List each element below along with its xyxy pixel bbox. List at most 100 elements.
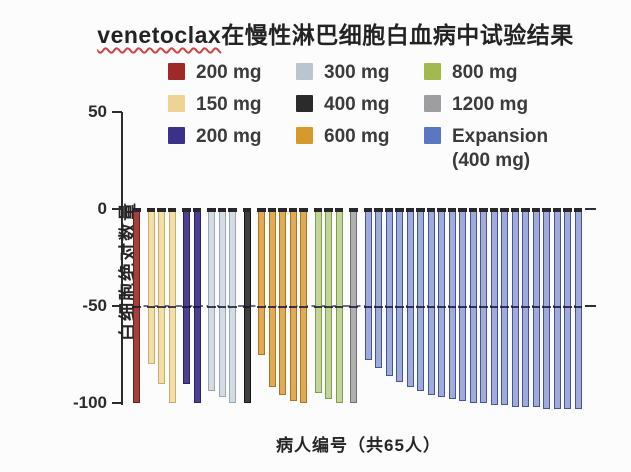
- patient-bar: [363, 208, 373, 361]
- bar-minus50-tick: [349, 305, 358, 309]
- patient-bar: [157, 208, 166, 384]
- patient-bar: [146, 208, 156, 365]
- legend-label: Expansion (400 mg): [452, 126, 549, 171]
- legend-swatch-icon: [168, 63, 185, 80]
- patient-bar: [416, 208, 425, 392]
- y-axis-tick: [112, 401, 122, 405]
- patient-bar: [349, 208, 358, 403]
- bar-minus50-tick: [437, 305, 446, 309]
- bar-minus50-tick: [542, 305, 551, 309]
- bar-minus50-tick: [267, 305, 277, 309]
- patient-bar: [299, 208, 308, 403]
- patient-bar: [374, 208, 383, 369]
- patient-bar: [426, 208, 436, 396]
- bar-zero-cap: [299, 208, 308, 212]
- bar-zero-cap: [228, 208, 237, 212]
- bar-minus50-tick: [458, 305, 467, 309]
- patient-bar: [510, 208, 520, 407]
- bar-minus50-tick: [552, 305, 562, 309]
- bar-minus50-tick: [278, 305, 287, 309]
- x-axis-title: 病人编号（共65人）: [276, 436, 441, 455]
- bar-zero-cap: [500, 208, 509, 212]
- drug-name: venetoclax: [97, 22, 222, 48]
- patient-bar: [405, 208, 415, 388]
- bar-zero-cap: [510, 208, 520, 212]
- bar-minus50-tick: [334, 305, 344, 309]
- y-axis-tick-label: -100: [72, 393, 107, 412]
- patient-bar: [437, 208, 446, 398]
- legend-label: 1200 mg: [452, 94, 529, 115]
- bar-zero-cap: [447, 208, 457, 212]
- bar-zero-cap: [458, 208, 467, 212]
- patient-bar: [521, 208, 530, 407]
- legend-item: 200 mg: [168, 125, 296, 173]
- bar-minus50-tick: [257, 305, 266, 309]
- bar-zero-cap: [146, 208, 156, 212]
- legend-label: 400 mg: [324, 94, 390, 115]
- legend: 200 mg 300 mg 800 mg 150 mg 400 mg 1200 mg 200…: [168, 61, 602, 173]
- bar-minus50-tick: [167, 305, 177, 309]
- patient-bar: [228, 208, 237, 403]
- y-axis-tick: [112, 110, 122, 114]
- bar-zero-cap: [384, 208, 394, 212]
- bar-minus50-tick: [363, 305, 373, 309]
- bar-zero-cap: [552, 208, 562, 212]
- patient-bar: [217, 208, 227, 398]
- bar-minus50-tick: [288, 305, 298, 309]
- legend-swatch-icon: [168, 127, 185, 144]
- patient-bar: [192, 208, 202, 403]
- bar-zero-cap: [374, 208, 383, 212]
- legend-label: 150 mg: [196, 94, 262, 115]
- patient-bar: [489, 208, 499, 405]
- bar-minus50-tick: [500, 305, 509, 309]
- bar-minus50-tick: [426, 305, 436, 309]
- bar-zero-cap: [468, 208, 478, 212]
- y-axis-tick: [112, 207, 122, 211]
- patient-bar: [447, 208, 457, 400]
- legend-label: 300 mg: [324, 62, 390, 83]
- bar-minus50-tick: [395, 305, 404, 309]
- patient-bar: [552, 208, 562, 409]
- bar-minus50-tick: [182, 305, 191, 309]
- bar-zero-cap: [349, 208, 358, 212]
- legend-swatch-icon: [424, 127, 441, 144]
- bar-zero-cap: [257, 208, 266, 212]
- patient-bar: [458, 208, 467, 402]
- patient-bar: [395, 208, 404, 382]
- bar-zero-cap: [334, 208, 344, 212]
- bar-zero-cap: [489, 208, 499, 212]
- axis-end-dash: [584, 207, 596, 211]
- bar-zero-cap: [157, 208, 166, 212]
- bar-minus50-tick: [192, 305, 202, 309]
- legend-item: 200 mg: [168, 61, 296, 92]
- bar-minus50-tick: [468, 305, 478, 309]
- legend-item: 300 mg: [296, 61, 424, 92]
- patient-bar: [542, 208, 551, 409]
- legend-label: 200 mg: [196, 62, 262, 83]
- chart-title: venetoclax在慢性淋巴细胞白血病中试验结果: [0, 16, 631, 50]
- bar-zero-cap: [182, 208, 191, 212]
- legend-label: 200 mg: [196, 126, 262, 147]
- legend-swatch-icon: [296, 95, 313, 112]
- patient-bar: [132, 208, 141, 403]
- bar-zero-cap: [242, 208, 252, 212]
- bar-zero-cap: [363, 208, 373, 212]
- y-axis-line: [121, 112, 123, 405]
- bar-zero-cap: [324, 208, 333, 212]
- patient-bar: [242, 208, 252, 403]
- bar-zero-cap: [132, 208, 141, 212]
- bar-minus50-tick: [242, 305, 252, 309]
- bar-zero-cap: [531, 208, 541, 212]
- y-axis-tick-label: 50: [88, 102, 107, 121]
- legend-item: 400 mg: [296, 93, 424, 124]
- patient-bar: [531, 208, 541, 407]
- legend-swatch-icon: [424, 95, 441, 112]
- y-axis-tick: [112, 304, 122, 308]
- bar-minus50-tick: [132, 305, 141, 309]
- patient-bar: [267, 208, 277, 388]
- legend-item: 1200 mg: [424, 93, 602, 124]
- patient-bar: [207, 208, 216, 392]
- y-axis-tick-label: 0: [97, 199, 107, 218]
- y-axis-tick-label: -50: [82, 296, 107, 315]
